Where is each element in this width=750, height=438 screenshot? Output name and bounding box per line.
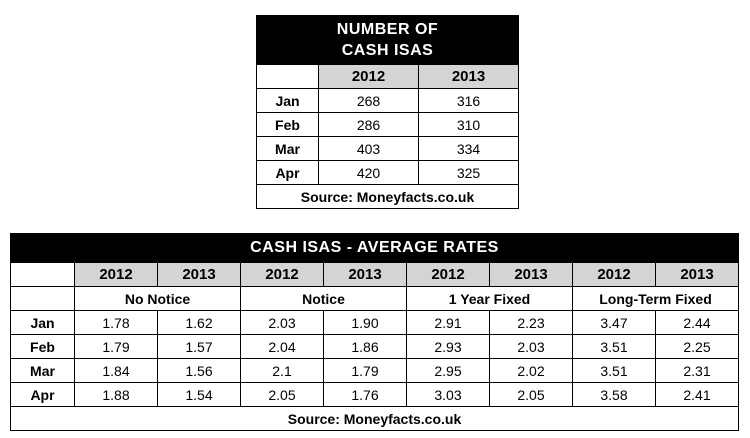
rates-apr-v5: 2.05 bbox=[489, 382, 573, 407]
rates-jan-v0: 1.78 bbox=[74, 310, 158, 335]
rates-feb-v1: 1.57 bbox=[157, 334, 241, 359]
rates-mar-v6: 3.51 bbox=[572, 358, 656, 383]
rates-jan-v6: 3.47 bbox=[572, 310, 656, 335]
rates-row-apr-label: Apr bbox=[10, 382, 75, 407]
rates-jan-v5: 2.23 bbox=[489, 310, 573, 335]
rates-feb-v3: 1.86 bbox=[323, 334, 407, 359]
count-jan-2012: 268 bbox=[318, 88, 419, 113]
rates-jan-v7: 2.44 bbox=[655, 310, 739, 335]
table-row: Mar 1.84 1.56 2.1 1.79 2.95 2.02 3.51 2.… bbox=[10, 358, 739, 383]
cash-isas-count-table: NUMBER OF CASH ISAS 2012 2013 Jan 268 31… bbox=[256, 15, 519, 209]
rates-mar-v4: 2.95 bbox=[406, 358, 490, 383]
rates-table-corner-cell bbox=[10, 262, 75, 287]
count-row-feb-label: Feb bbox=[256, 112, 319, 137]
rates-year-header-3: 2013 bbox=[323, 262, 407, 287]
rates-apr-v0: 1.88 bbox=[74, 382, 158, 407]
rates-year-header-6: 2012 bbox=[572, 262, 656, 287]
table-row: Apr 420 325 bbox=[256, 160, 519, 185]
rates-apr-v3: 1.76 bbox=[323, 382, 407, 407]
rates-apr-v1: 1.54 bbox=[157, 382, 241, 407]
rates-mar-v5: 2.02 bbox=[489, 358, 573, 383]
cash-isas-rates-table: CASH ISAS - AVERAGE RATES 2012 2013 2012… bbox=[10, 233, 739, 431]
count-mar-2013: 334 bbox=[418, 136, 519, 161]
rates-jan-v4: 2.91 bbox=[406, 310, 490, 335]
count-feb-2013: 310 bbox=[418, 112, 519, 137]
rates-row-mar-label: Mar bbox=[10, 358, 75, 383]
rates-group-no-notice: No Notice bbox=[74, 286, 241, 311]
rates-group-1-year-fixed: 1 Year Fixed bbox=[406, 286, 573, 311]
count-table-year-header-2012: 2012 bbox=[318, 64, 419, 89]
rates-mar-v2: 2.1 bbox=[240, 358, 324, 383]
count-row-apr-label: Apr bbox=[256, 160, 319, 185]
table-row: Apr 1.88 1.54 2.05 1.76 3.03 2.05 3.58 2… bbox=[10, 382, 739, 407]
rates-year-header-7: 2013 bbox=[655, 262, 739, 287]
rates-apr-v7: 2.41 bbox=[655, 382, 739, 407]
rates-feb-v4: 2.93 bbox=[406, 334, 490, 359]
rates-year-header-0: 2012 bbox=[74, 262, 158, 287]
count-table-corner-cell bbox=[256, 64, 319, 89]
count-table-source: Source: Moneyfacts.co.uk bbox=[256, 184, 519, 209]
count-row-jan-label: Jan bbox=[256, 88, 319, 113]
rates-group-notice: Notice bbox=[240, 286, 407, 311]
rates-jan-v3: 1.90 bbox=[323, 310, 407, 335]
rates-feb-v5: 2.03 bbox=[489, 334, 573, 359]
count-table-title-line1: NUMBER OF bbox=[336, 21, 439, 38]
rates-table-source: Source: Moneyfacts.co.uk bbox=[10, 406, 739, 431]
table-row: Feb 1.79 1.57 2.04 1.86 2.93 2.03 3.51 2… bbox=[10, 334, 739, 359]
rates-feb-v0: 1.79 bbox=[74, 334, 158, 359]
rates-feb-v2: 2.04 bbox=[240, 334, 324, 359]
count-table-year-header-2013: 2013 bbox=[418, 64, 519, 89]
rates-mar-v3: 1.79 bbox=[323, 358, 407, 383]
rates-apr-v6: 3.58 bbox=[572, 382, 656, 407]
table-row: Jan 1.78 1.62 2.03 1.90 2.91 2.23 3.47 2… bbox=[10, 310, 739, 335]
rates-year-header-1: 2013 bbox=[157, 262, 241, 287]
rates-group-long-term-fixed: Long-Term Fixed bbox=[572, 286, 739, 311]
count-jan-2013: 316 bbox=[418, 88, 519, 113]
count-table-title: NUMBER OF CASH ISAS bbox=[256, 15, 519, 65]
count-row-mar-label: Mar bbox=[256, 136, 319, 161]
rates-jan-v2: 2.03 bbox=[240, 310, 324, 335]
rates-feb-v7: 2.25 bbox=[655, 334, 739, 359]
count-apr-2012: 420 bbox=[318, 160, 419, 185]
rates-apr-v2: 2.05 bbox=[240, 382, 324, 407]
table-row: Jan 268 316 bbox=[256, 88, 519, 113]
rates-year-header-2: 2012 bbox=[240, 262, 324, 287]
rates-jan-v1: 1.62 bbox=[157, 310, 241, 335]
rates-group-corner-cell bbox=[10, 286, 75, 311]
table-row: Mar 403 334 bbox=[256, 136, 519, 161]
rates-row-jan-label: Jan bbox=[10, 310, 75, 335]
rates-mar-v7: 2.31 bbox=[655, 358, 739, 383]
count-table-title-line2: CASH ISAS bbox=[341, 42, 434, 59]
count-apr-2013: 325 bbox=[418, 160, 519, 185]
rates-apr-v4: 3.03 bbox=[406, 382, 490, 407]
count-mar-2012: 403 bbox=[318, 136, 419, 161]
rates-row-feb-label: Feb bbox=[10, 334, 75, 359]
count-feb-2012: 286 bbox=[318, 112, 419, 137]
rates-mar-v1: 1.56 bbox=[157, 358, 241, 383]
rates-mar-v0: 1.84 bbox=[74, 358, 158, 383]
rates-year-header-4: 2012 bbox=[406, 262, 490, 287]
rates-year-header-5: 2013 bbox=[489, 262, 573, 287]
table-row: Feb 286 310 bbox=[256, 112, 519, 137]
rates-table-title: CASH ISAS - AVERAGE RATES bbox=[10, 233, 739, 263]
rates-feb-v6: 3.51 bbox=[572, 334, 656, 359]
